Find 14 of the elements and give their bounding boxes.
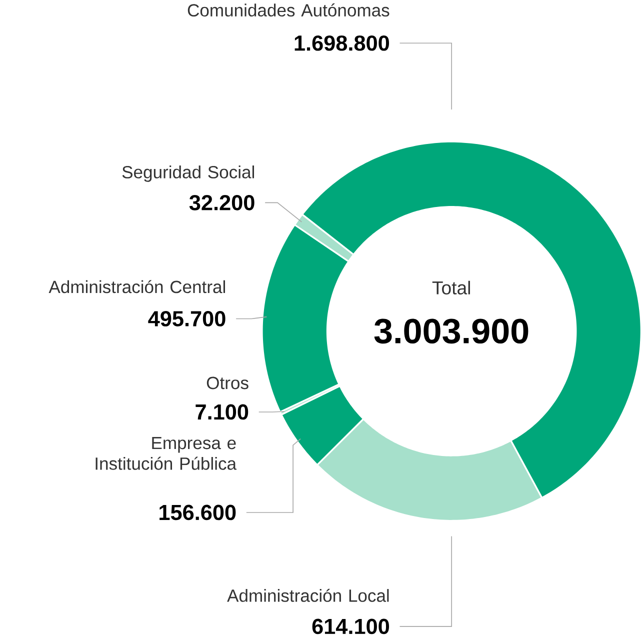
data-label: 32.200 — [189, 195, 254, 211]
data-label: 495.700 — [148, 311, 226, 327]
slice-label: Otros — [206, 376, 248, 390]
slice-label: Comunidades Autónomas — [188, 4, 390, 17]
slice-label: Seguridad Social — [122, 166, 254, 182]
text: Total — [432, 281, 470, 295]
data-label: 156.600 — [160, 505, 236, 520]
text: 3.003.900 — [374, 318, 528, 344]
data-label: 7.100 — [196, 404, 248, 420]
data-label: 1.698.800 — [294, 36, 390, 52]
slice-label: Empresa e Institución Pública — [96, 437, 237, 470]
slice-label: Administración Local — [227, 589, 389, 602]
slice-label: Administración Central — [48, 280, 225, 294]
data-label: 614.100 — [312, 618, 390, 634]
